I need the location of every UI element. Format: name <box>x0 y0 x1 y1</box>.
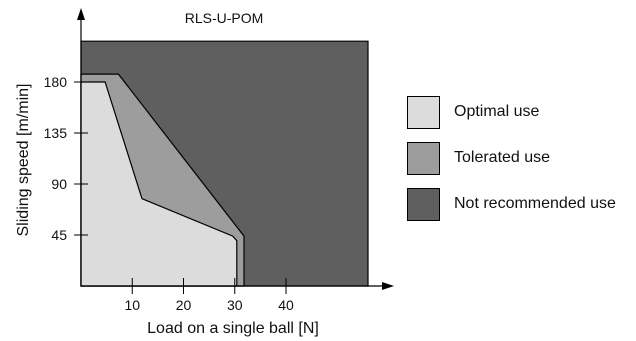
chart-title: RLS-U-POM <box>185 10 264 26</box>
y-tick-label-90: 90 <box>51 176 67 192</box>
legend-swatch-tolerated <box>407 142 440 175</box>
x-axis-arrow <box>382 282 394 290</box>
legend-label-optimal: Optimal use <box>454 103 540 120</box>
y-tick-label-135: 135 <box>44 125 68 141</box>
y-tick-label-180: 180 <box>44 74 68 90</box>
y-axis-label: Sliding speed [m/min] <box>15 84 32 237</box>
y-axis-arrow <box>77 8 85 20</box>
x-tick-label-30: 30 <box>227 297 243 313</box>
legend-swatch-optimal <box>407 96 440 129</box>
x-tick-label-20: 20 <box>176 297 192 313</box>
legend-label-not-recommended: Not recommended use <box>454 195 616 212</box>
legend-label-tolerated: Tolerated use <box>454 149 551 166</box>
legend-swatch-not-recommended <box>407 188 440 221</box>
x-axis-label: Load on a single ball [N] <box>147 320 319 337</box>
plot-regions <box>80 40 369 287</box>
x-tick-label-10: 10 <box>124 297 140 313</box>
y-tick-label-45: 45 <box>51 227 67 243</box>
x-tick-label-40: 40 <box>278 297 294 313</box>
ticks: 10 20 30 40 45 90 135 180 <box>44 74 294 313</box>
